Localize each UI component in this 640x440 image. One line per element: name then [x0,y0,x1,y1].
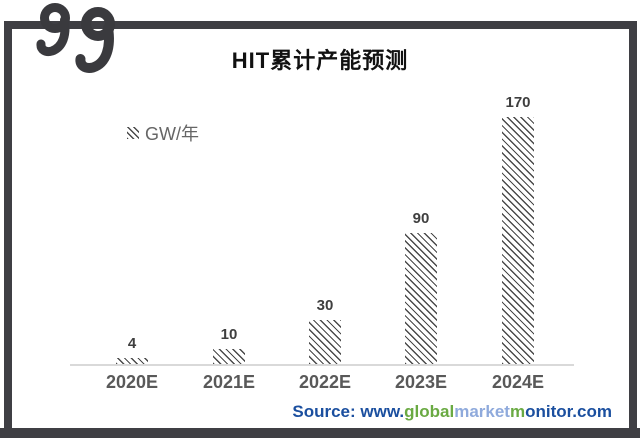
x-axis-line [70,364,574,366]
chart-title: HIT累计产能预测 [231,48,409,73]
x-axis-label: 2024E [491,372,545,392]
x-axis-label: 2023E [394,372,448,392]
source-prefix: Source: www. [292,402,405,421]
legend: GW/年 [127,120,199,146]
legend-hatch-swatch-icon [127,127,139,139]
bar-2020E [116,358,148,364]
source-segment: market [454,402,510,421]
data-label: 30 [316,297,334,315]
legend-label: GW/年 [145,124,199,144]
data-label: 4 [127,335,137,353]
data-label: 90 [412,210,430,228]
figure-frame-bottom [0,428,640,438]
bar-2022E [309,320,341,364]
figure-frame [4,21,637,438]
bar-2023E [405,233,437,364]
bar-2021E [213,349,245,364]
bar-2024E [502,117,534,364]
source-line: Source: www.globalmarketmonitor.com [292,402,612,422]
x-axis-label: 2020E [105,372,159,392]
x-axis-label: 2021E [202,372,256,392]
x-axis-label: 2022E [298,372,352,392]
data-label: 170 [505,94,531,112]
source-domain: globalmarketmonitor.com [404,402,612,421]
double-e-logo-icon [36,3,115,73]
source-segment: onitor.com [525,402,612,421]
source-segment: global [404,402,455,421]
source-segment: m [509,402,526,421]
data-label: 10 [220,326,238,344]
